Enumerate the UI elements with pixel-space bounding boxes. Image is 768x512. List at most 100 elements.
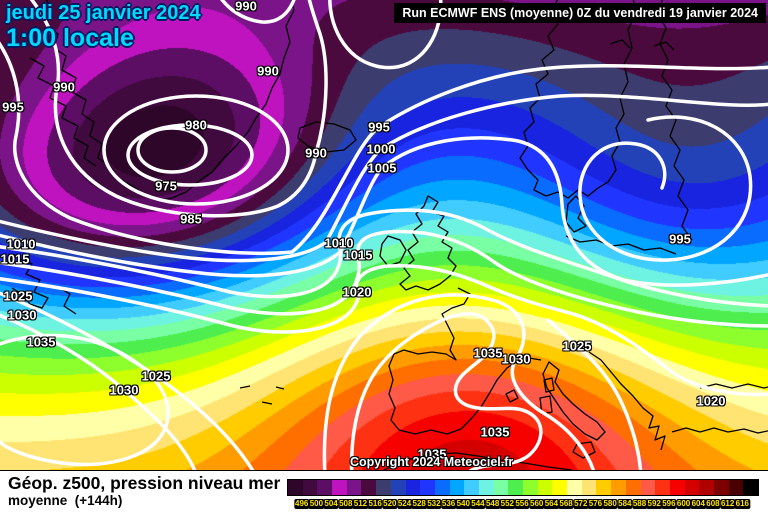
- coast-italy: [542, 361, 606, 441]
- coast-baltic-south: [565, 235, 677, 255]
- isobar-1000: [0, 93, 768, 263]
- colorbar-cell: [478, 480, 494, 495]
- colorbar-cell: [346, 480, 362, 495]
- colorbar-tick: 516: [367, 499, 383, 509]
- pressure-label: 1015: [343, 247, 373, 263]
- pressure-label: 1010: [324, 235, 354, 251]
- pressure-label: 1030: [7, 307, 37, 323]
- coast-ireland: [379, 235, 407, 267]
- colorbar-cell: [625, 480, 641, 495]
- isobar-995-sweep: [0, 41, 768, 255]
- colorbar-cell: [361, 480, 377, 495]
- colorbar-cell: [537, 480, 553, 495]
- isobar-1025-east: [546, 318, 643, 470]
- colorbar-tick: 608: [705, 499, 721, 509]
- colorbar-cell: [567, 480, 582, 495]
- colorbar-tick: 576: [587, 499, 604, 509]
- coast-greenland-fjords: [29, 57, 97, 167]
- isobar-1030-spain: [322, 293, 596, 470]
- colorbar-tick: 552: [499, 499, 515, 509]
- pressure-label: 1030: [501, 351, 531, 367]
- colorbar-tick: 496: [294, 499, 310, 509]
- colorbar-cell: [420, 480, 435, 495]
- isobar-985: [102, 94, 290, 206]
- colorbar-cell: [581, 480, 597, 495]
- colorbar-tick: 560: [529, 499, 545, 509]
- colorbar-cell: [611, 480, 626, 495]
- slp-contours: [0, 0, 768, 470]
- isobar-1010: [0, 208, 768, 308]
- map-overlay: [0, 0, 768, 470]
- colorbar-tick: 556: [514, 499, 530, 509]
- isobar-990-west: [29, 0, 328, 218]
- isobar-990-top: [220, 0, 296, 24]
- colorbar-tick: 544: [470, 499, 486, 509]
- coast-turkey: [671, 427, 768, 434]
- colorbar-tick: 532: [426, 499, 442, 509]
- isobar-995-baltic: [578, 115, 753, 262]
- colorbar-cell: [434, 480, 450, 495]
- colorbar-tick: 616: [734, 499, 750, 509]
- forecast-time-line: 1:00 locale: [6, 23, 134, 52]
- pressure-label: 1025: [141, 368, 171, 384]
- forecast-date-line: jeudi 25 janvier 2024: [6, 2, 201, 24]
- colorbar-cell: [508, 480, 523, 495]
- run-info: Run ECMWF ENS (moyenne) 0Z du vendredi 1…: [394, 3, 766, 23]
- pressure-label: 1020: [696, 393, 726, 409]
- pressure-label: 990: [235, 0, 257, 14]
- pressure-label: 995: [2, 99, 24, 115]
- pressure-label: 1025: [562, 338, 592, 354]
- colorbar-cell: [390, 480, 406, 495]
- colorbar-cell: [464, 480, 479, 495]
- colorbar-cell: [288, 480, 303, 495]
- colorbar-cell: [493, 480, 509, 495]
- colorbar-cell: [640, 480, 656, 495]
- colorbar-cell: [713, 480, 729, 495]
- pressure-label: 1035: [480, 424, 510, 440]
- legend-bar: Géop. z500, pression niveau mer moyenne …: [0, 470, 768, 512]
- coast-greenland: [45, 0, 295, 201]
- colorbar-tick: 500: [308, 499, 325, 509]
- pressure-label: 1005: [367, 160, 397, 176]
- colorbar-cell: [317, 480, 333, 495]
- colorbar-cell: [743, 480, 758, 495]
- coast-france: [393, 287, 471, 361]
- colorbar-tick: 584: [617, 499, 633, 509]
- pressure-label: 995: [669, 231, 691, 247]
- pressure-label: 1030: [109, 382, 139, 398]
- colorbar-tick: 548: [484, 499, 501, 509]
- colorbar-cell: [655, 480, 670, 495]
- pressure-label: 1000: [366, 141, 396, 157]
- colorbar-tick: 592: [646, 499, 662, 509]
- map-subtitle: moyenne (+144h): [8, 493, 123, 508]
- isobar-1035-atlantic: [0, 333, 170, 467]
- pressure-label: 1035: [417, 446, 447, 462]
- colorbar-cell: [449, 480, 465, 495]
- colorbar-tick: 508: [338, 499, 354, 509]
- isobar-1030-west: [0, 313, 197, 470]
- map-title: Géop. z500, pression niveau mer: [8, 473, 281, 493]
- colorbar-tick: 568: [558, 499, 574, 509]
- colorbar-tick: 588: [631, 499, 648, 509]
- pressure-label: 990: [257, 63, 279, 79]
- pressure-label: 980: [185, 117, 207, 133]
- colorbar-tick: 528: [411, 499, 427, 509]
- coast-svalbard: [609, 39, 675, 51]
- pressure-label: 995: [368, 119, 390, 135]
- pressure-label: 1015: [0, 251, 30, 267]
- colorbar: [287, 479, 759, 496]
- coast-balearics: [505, 389, 519, 403]
- colorbar-tick: 572: [573, 499, 589, 509]
- colorbar-tick: 580: [602, 499, 618, 509]
- pressure-label: 1010: [6, 236, 36, 252]
- isobar-1025-west: [0, 291, 255, 470]
- coast-balkans: [588, 351, 666, 451]
- colorbar-tick: 564: [543, 499, 560, 509]
- pressure-label: 985: [180, 211, 202, 227]
- colorbar-cell: [405, 480, 421, 495]
- coast-iceland: [297, 121, 357, 153]
- colorbar-tick: 540: [455, 499, 471, 509]
- coast-denmark: [565, 195, 587, 233]
- colorbar-cell: [302, 480, 318, 495]
